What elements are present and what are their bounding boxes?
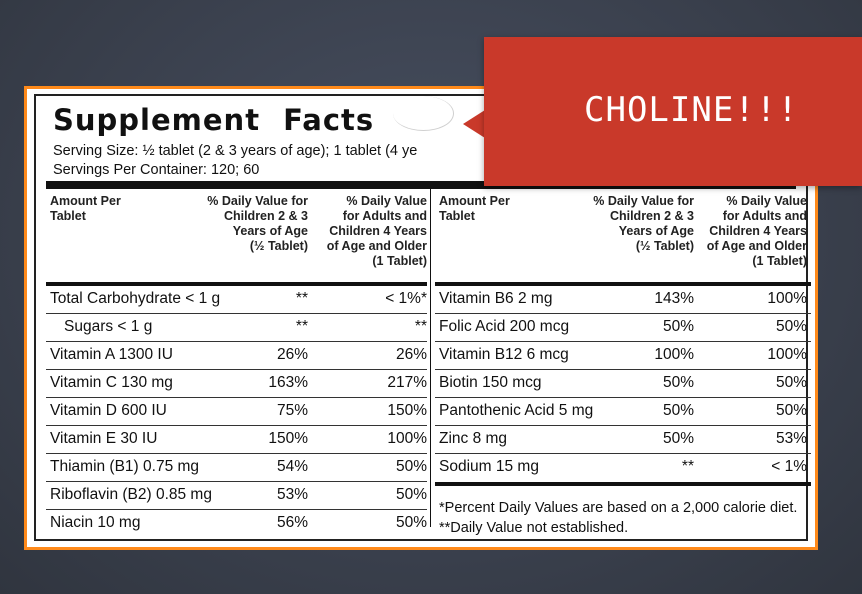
child-dv: **: [681, 458, 694, 475]
column-divider: [430, 189, 431, 527]
header-rule: [46, 282, 427, 286]
adult-dv: < 1%: [771, 458, 807, 475]
adult-dv: 100%: [767, 290, 807, 307]
callout-text: CHOLINE!!!: [584, 90, 799, 130]
right-table: Amount Per Tablet % Daily Value for Chil…: [435, 189, 811, 538]
child-dv: 50%: [662, 374, 694, 391]
nutrient-name: Folic Acid 200 mcg: [439, 318, 570, 335]
nutrient-name: Vitamin A 1300 IU: [50, 346, 173, 363]
child-dv: 54%: [276, 458, 308, 475]
header-adult-dv: % Daily Value for Adults and Children 4 …: [706, 194, 807, 268]
adult-dv: 50%: [775, 318, 807, 335]
header-rule: [435, 282, 811, 286]
servings-per-container: Servings Per Container: 120; 60: [53, 162, 260, 178]
child-dv: 150%: [268, 430, 308, 447]
child-dv: **: [295, 318, 308, 335]
nutrient-name: Biotin 150 mcg: [439, 374, 542, 391]
nutrient-name: Pantothenic Acid 5 mg: [439, 402, 594, 419]
adult-dv: 53%: [775, 430, 807, 447]
nutrient-name: Riboflavin (B2) 0.85 mg: [50, 486, 212, 503]
child-dv: 143%: [654, 290, 694, 307]
nutrient-name: Niacin 10 mg: [50, 514, 141, 531]
header-amount: Amount Per Tablet: [50, 194, 121, 223]
footnote-dv-not-established: **Daily Value not established.: [439, 520, 629, 536]
table-row: Vitamin B6 2 mg 143% 100%: [435, 286, 811, 314]
footnote-rule: [435, 482, 811, 486]
right-table-header: Amount Per Tablet % Daily Value for Chil…: [435, 189, 811, 282]
title-rule: [46, 181, 796, 189]
adult-dv: **: [414, 318, 427, 335]
table-row: Sodium 15 mg ** < 1%: [435, 454, 811, 481]
serving-size: Serving Size: ½ tablet (2 & 3 years of a…: [53, 143, 418, 159]
header-child-dv: % Daily Value for Children 2 & 3 Years o…: [207, 194, 308, 253]
table-row: Vitamin D 600 IU 75% 150%: [46, 398, 427, 426]
adult-dv: 217%: [387, 374, 427, 391]
nutrient-name: Vitamin D 600 IU: [50, 402, 167, 419]
nutrient-name: Sodium 15 mg: [439, 458, 539, 475]
table-row: Sugars < 1 g ** **: [46, 314, 427, 342]
child-dv: 56%: [276, 514, 308, 531]
child-dv: 50%: [662, 430, 694, 447]
adult-dv: 50%: [395, 458, 427, 475]
table-row: Vitamin E 30 IU 150% 100%: [46, 426, 427, 454]
callout-pointer: [463, 110, 485, 138]
table-row: Riboflavin (B2) 0.85 mg 53% 50%: [46, 482, 427, 510]
adult-dv: 50%: [775, 374, 807, 391]
child-dv: 100%: [654, 346, 694, 363]
left-table: Amount Per Tablet % Daily Value for Chil…: [46, 189, 427, 537]
table-row: Total Carbohydrate < 1 g ** < 1%*: [46, 286, 427, 314]
adult-dv: 50%: [395, 486, 427, 503]
footnotes: *Percent Daily Values are based on a 2,0…: [435, 486, 811, 538]
table-row: Pantothenic Acid 5 mg 50% 50%: [435, 398, 811, 426]
nutrient-name: Total Carbohydrate < 1 g: [50, 290, 221, 307]
adult-dv: 50%: [775, 402, 807, 419]
table-row: Folic Acid 200 mcg 50% 50%: [435, 314, 811, 342]
label-title: Supplement Facts: [53, 103, 375, 137]
child-dv: **: [295, 290, 308, 307]
table-row: Vitamin C 130 mg 163% 217%: [46, 370, 427, 398]
nutrient-name: Vitamin E 30 IU: [50, 430, 158, 447]
nutrient-name: Vitamin B12 6 mcg: [439, 346, 569, 363]
child-dv: 26%: [276, 346, 308, 363]
nutrient-name: Zinc 8 mg: [439, 430, 508, 447]
adult-dv: 100%: [767, 346, 807, 363]
label-glare: [393, 96, 454, 131]
child-dv: 53%: [276, 486, 308, 503]
nutrient-name: Thiamin (B1) 0.75 mg: [50, 458, 200, 475]
child-dv: 50%: [662, 402, 694, 419]
header-adult-dv: % Daily Value for Adults and Children 4 …: [326, 194, 427, 268]
table-row: Zinc 8 mg 50% 53%: [435, 426, 811, 454]
label-frame: Supplement Facts Serving Size: ½ tablet …: [34, 94, 811, 541]
adult-dv: 50%: [395, 514, 427, 531]
header-amount: Amount Per Tablet: [439, 194, 510, 223]
table-row: Vitamin B12 6 mcg 100% 100%: [435, 342, 811, 370]
adult-dv: < 1%*: [385, 290, 427, 307]
adult-dv: 150%: [387, 402, 427, 419]
table-row: Biotin 150 mcg 50% 50%: [435, 370, 811, 398]
table-row: Niacin 10 mg 56% 50%: [46, 510, 427, 537]
adult-dv: 100%: [387, 430, 427, 447]
child-dv: 163%: [268, 374, 308, 391]
table-row: Thiamin (B1) 0.75 mg 54% 50%: [46, 454, 427, 482]
table-row: Vitamin A 1300 IU 26% 26%: [46, 342, 427, 370]
child-dv: 50%: [662, 318, 694, 335]
footnote-percent-dv: *Percent Daily Values are based on a 2,0…: [439, 500, 798, 516]
adult-dv: 26%: [395, 346, 427, 363]
child-dv: 75%: [276, 402, 308, 419]
nutrient-name: Vitamin B6 2 mg: [439, 290, 553, 307]
left-table-header: Amount Per Tablet % Daily Value for Chil…: [46, 189, 427, 282]
header-child-dv: % Daily Value for Children 2 & 3 Years o…: [593, 194, 694, 253]
choline-callout: CHOLINE!!!: [484, 37, 862, 186]
nutrient-name: Sugars < 1 g: [64, 318, 153, 335]
nutrient-name: Vitamin C 130 mg: [50, 374, 173, 391]
